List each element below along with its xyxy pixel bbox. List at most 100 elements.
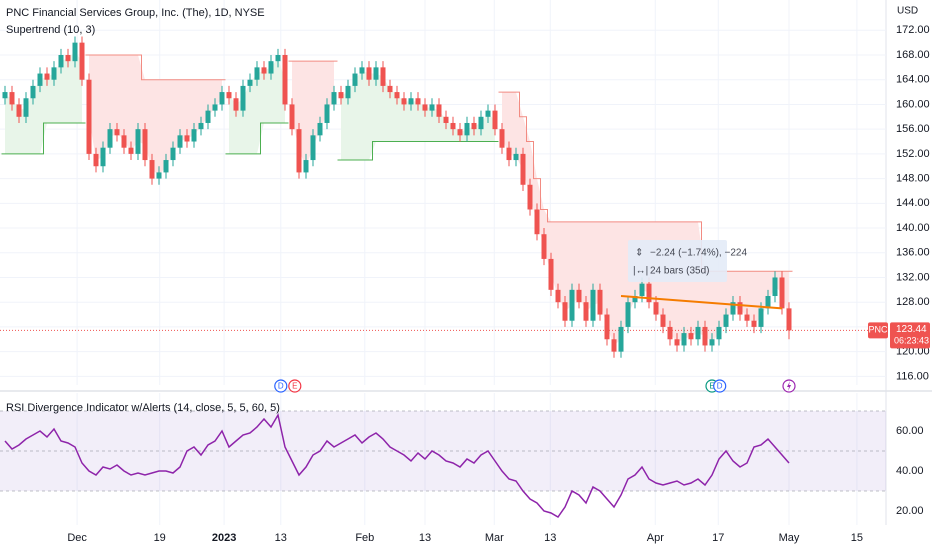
candle-body: [597, 289, 603, 315]
candle-body: [506, 147, 512, 161]
candle-body: [128, 147, 134, 154]
candle-body: [324, 104, 330, 123]
indicator-label: Supertrend (10, 3): [6, 24, 95, 36]
candle-body: [464, 122, 470, 136]
candle-body: [737, 302, 743, 315]
candle-body: [646, 283, 652, 303]
price-tag: [890, 322, 930, 349]
y-tick-label: 120.00: [896, 346, 930, 358]
candle-body: [121, 135, 127, 148]
candle-body: [44, 73, 50, 80]
candle-body: [331, 92, 337, 105]
candle-body: [611, 339, 617, 352]
candle-body: [534, 209, 540, 235]
candle-body: [93, 153, 99, 167]
candle-body: [2, 92, 8, 99]
y-tick-label: 152.00: [896, 148, 930, 160]
event-icon: [787, 381, 791, 391]
candle-body: [184, 135, 190, 142]
candle-body: [660, 314, 666, 327]
candle-body: [289, 104, 295, 130]
y-tick-label: 132.00: [896, 271, 930, 283]
candle-body: [751, 320, 757, 327]
candle-body: [541, 234, 547, 259]
candle-body: [51, 67, 57, 80]
supertrend-line: [85, 54, 226, 81]
supertrend-line: [498, 91, 793, 272]
candle-body: [772, 277, 778, 297]
candle-body: [415, 98, 421, 105]
candle-body: [401, 98, 407, 105]
candle-body: [72, 42, 78, 62]
candle-body: [177, 135, 183, 148]
candle-body: [674, 339, 680, 346]
candle-body: [478, 116, 484, 130]
supertrend-line: [1, 122, 86, 155]
candle-body: [261, 67, 267, 74]
candle-body: [632, 296, 638, 303]
candle-body: [275, 55, 281, 62]
candle-body: [387, 85, 393, 93]
y-tick-label: 168.00: [896, 49, 930, 61]
candle-body: [499, 129, 505, 148]
candle-body: [219, 92, 225, 105]
candle-body: [240, 85, 246, 111]
candle-body: [380, 67, 386, 86]
candle-body: [576, 289, 582, 303]
candle-body: [205, 110, 211, 123]
x-tick-label: Mar: [485, 532, 504, 544]
candle-body: [107, 129, 113, 148]
price-label: 123.44: [896, 324, 927, 335]
candle-body: [23, 98, 29, 117]
measure-change: −2.24 (−1.74%), −224: [650, 248, 747, 259]
candle-body: [765, 296, 771, 309]
candle-body: [58, 55, 64, 68]
candle-body: [702, 326, 708, 346]
candle-body: [604, 314, 610, 340]
candle-body: [443, 116, 449, 123]
candle-body: [492, 110, 498, 130]
candle-body: [422, 104, 428, 111]
candle-body: [730, 302, 736, 315]
candle-body: [457, 129, 463, 136]
candle-body: [513, 153, 519, 161]
candle-body: [583, 302, 589, 321]
x-tick-label: 13: [544, 532, 556, 544]
measure-box: [628, 240, 727, 282]
supertrend-fill: [502, 92, 789, 346]
candle-body: [366, 67, 372, 80]
candle-body: [100, 147, 106, 167]
candle-body: [163, 160, 169, 173]
candle-body: [716, 326, 722, 340]
candle-body: [247, 79, 253, 86]
candle-body: [485, 110, 491, 117]
candle-body: [233, 98, 239, 111]
x-tick-label: 15: [851, 532, 863, 544]
candle-body: [352, 73, 358, 86]
candle-body: [282, 55, 288, 105]
rsi-tick-label: 60.00: [896, 425, 924, 437]
event-marker: [713, 379, 727, 393]
y-tick-label: 144.00: [896, 197, 930, 209]
x-tick-label: Dec: [67, 532, 87, 544]
event-label: E: [292, 382, 297, 391]
candle-body: [65, 55, 71, 62]
countdown-label: 06:23:43: [894, 336, 929, 346]
candle-body: [695, 326, 701, 340]
x-tick-label: Apr: [647, 532, 664, 544]
candle-body: [198, 122, 204, 130]
candle-body: [723, 314, 729, 327]
event-marker: [288, 379, 302, 393]
plot: ⇕ −2.24 (−1.74%), −224|↔| 24 bars (35d): [0, 36, 886, 518]
candle-body: [471, 122, 477, 130]
candle-body: [786, 308, 792, 331]
candle-body: [373, 67, 379, 80]
candle-body: [450, 122, 456, 130]
candle-body: [345, 85, 351, 99]
candle-body: [744, 314, 750, 321]
grid: [0, 0, 886, 525]
candle-body: [653, 302, 659, 315]
symbol-label: PNC: [868, 325, 888, 335]
candle-body: [667, 326, 673, 340]
